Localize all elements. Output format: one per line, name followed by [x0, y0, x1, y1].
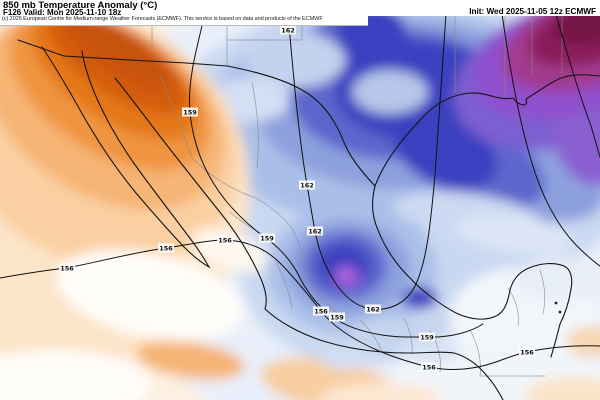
contour-label: 162 — [308, 228, 322, 236]
contour-label-bg — [419, 332, 435, 342]
contour-label-bg — [158, 243, 174, 253]
contour-label-bg — [313, 306, 329, 316]
contour-label: 156 — [520, 349, 534, 357]
contour-label: 156 — [159, 245, 173, 253]
contour-label: 156 — [218, 237, 232, 245]
contour-label-bg — [280, 25, 296, 35]
contour-label: 159 — [420, 334, 434, 342]
contour-label: 156 — [422, 364, 436, 372]
contour-label-bg — [299, 180, 315, 190]
valid-time-label: F126 Valid: Mon 2025-11-10 18z — [3, 8, 122, 17]
contour-label-bg — [307, 226, 323, 236]
contour-label-bg — [259, 233, 275, 243]
coastlines-borders — [17, 39, 600, 400]
contour-label-bg — [519, 347, 535, 357]
contour-label: 159 — [183, 109, 197, 117]
contour-label: 159 — [330, 314, 344, 322]
chart-header: 850 mb Temperature Anomaly (°C) F126 Val… — [0, 0, 600, 17]
contour-label-bg — [329, 312, 345, 322]
contour-label-bg — [182, 107, 198, 117]
contour-label: 159 — [260, 235, 274, 243]
contour-label: 156 — [60, 265, 74, 273]
contour-label-bg — [217, 235, 233, 245]
contour-label-bg — [365, 304, 381, 314]
attribution-text: (c) 2025 European Centre for Medium-rang… — [0, 16, 368, 26]
contour-label: 156 — [314, 308, 328, 316]
contour-label: 162 — [366, 306, 380, 314]
chart-title: 850 mb Temperature Anomaly (°C) — [3, 0, 158, 11]
contour-label-bg — [421, 362, 437, 372]
init-time-label: Init: Wed 2025-11-05 12z ECMWF — [469, 7, 596, 16]
contour-label-bg — [59, 263, 75, 273]
contour-label: 162 — [281, 27, 295, 35]
contour-label: 162 — [300, 182, 314, 190]
